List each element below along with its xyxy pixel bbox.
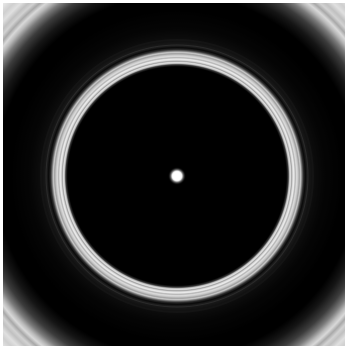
- center-dot: [172, 171, 182, 181]
- faint-outer-ring: [45, 44, 309, 308]
- faint-outer-ring-2: [40, 39, 314, 313]
- ring-pattern-canvas: [3, 3, 345, 346]
